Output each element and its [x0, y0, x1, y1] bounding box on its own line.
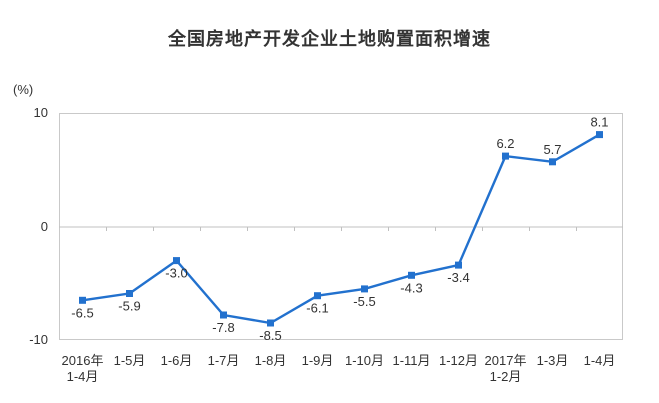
- x-axis-tick-label: 1-9月: [301, 353, 334, 368]
- data-point-label: 8.1: [590, 115, 608, 130]
- x-axis-tick-label: 1-7月: [207, 353, 240, 368]
- data-point-marker: [361, 285, 368, 293]
- data-point-label: -7.8: [212, 320, 234, 335]
- data-point-label: -5.9: [118, 299, 140, 314]
- y-axis-tick-label: 0: [40, 218, 48, 234]
- chart-title: 全国房地产开发企业土地购置面积增速: [168, 29, 491, 49]
- data-point-label: -5.5: [353, 294, 375, 309]
- data-point-marker: [502, 152, 509, 160]
- y-axis-unit-label: (%): [13, 82, 34, 97]
- data-point-marker: [596, 131, 603, 139]
- data-point-label: -4.3: [400, 280, 422, 295]
- data-point-marker: [126, 290, 133, 297]
- data-point-marker: [79, 296, 86, 304]
- data-point-marker: [549, 158, 556, 166]
- data-point-marker: [455, 261, 462, 269]
- line-chart-canvas: -6.5 -5.9 -3.0 -7.8 -8.5 -6.1 -5.5 -4.3 -3.4 6.2 5…: [59, 113, 623, 343]
- y-axis-tick-label: -10: [29, 332, 48, 347]
- x-axis-tick-label: 1-8月: [254, 353, 287, 368]
- x-axis-tick-label: 1-11月: [392, 353, 431, 368]
- x-axis-tick-label: 1-3月: [536, 353, 569, 368]
- x-axis-tick-label: 2017年 1-2月: [484, 353, 527, 384]
- data-point-label: -3.4: [447, 270, 469, 285]
- x-axis-tick-label: 1-6月: [160, 353, 193, 368]
- data-point-marker: [267, 319, 274, 327]
- y-axis-tick-label: 10: [33, 105, 48, 120]
- data-point-marker: [408, 271, 415, 279]
- data-point-label: 5.7: [543, 142, 561, 157]
- x-axis-tick-label: 1-12月: [438, 353, 479, 368]
- x-axis-tick-label: 2016年 1-4月: [61, 353, 104, 384]
- series-line: [82, 133, 601, 325]
- data-point-label: 6.2: [496, 136, 514, 151]
- data-point-marker: [173, 257, 180, 265]
- data-point-label: -3.0: [165, 266, 187, 281]
- data-point-label: -6.5: [71, 305, 93, 320]
- x-axis-tick-label: 1-4月: [583, 353, 616, 368]
- data-point-marker: [220, 311, 227, 319]
- data-point-label: -8.5: [259, 328, 281, 343]
- x-axis-tick-label: 1-5月: [113, 353, 146, 368]
- data-point-marker: [314, 292, 321, 300]
- plot-area: -6.5 -5.9 -3.0 -7.8 -8.5 -6.1 -5.5 -4.3 -3.4 6.2 5…: [59, 113, 623, 343]
- x-axis-tick-label: 1-10月: [344, 353, 385, 368]
- data-point-label: -6.1: [306, 301, 328, 316]
